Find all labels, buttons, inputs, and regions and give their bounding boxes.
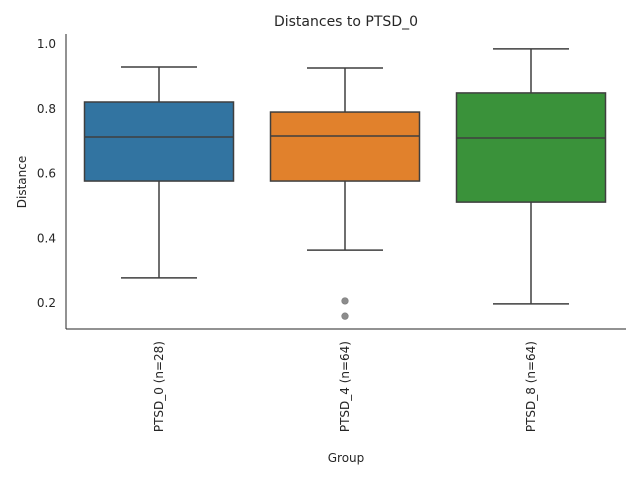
outlier-point — [341, 297, 349, 305]
y-tick-label: 0.6 — [37, 167, 56, 181]
chart-title: Distances to PTSD_0 — [274, 14, 418, 30]
plot-area — [83, 48, 607, 320]
y-tick-label: 1.0 — [37, 37, 56, 51]
y-tick-label: 0.4 — [37, 231, 56, 245]
x-tick-label: PTSD_4 (n=64) — [338, 341, 352, 432]
x-ticks: PTSD_0 (n=28) PTSD_4 (n=64) PTSD_8 (n=64) — [152, 341, 538, 432]
x-tick-label: PTSD_8 (n=64) — [524, 341, 538, 432]
box-iqr — [455, 92, 607, 203]
box-iqr — [83, 101, 235, 182]
box-group — [455, 48, 607, 305]
outlier-point — [341, 312, 349, 320]
y-ticks: 0.2 0.4 0.6 0.8 1.0 — [37, 37, 56, 310]
y-axis-label: Distance — [15, 156, 29, 208]
box-group — [83, 66, 235, 279]
y-tick-label: 0.8 — [37, 102, 56, 116]
box-group — [269, 67, 421, 320]
x-tick-label: PTSD_0 (n=28) — [152, 341, 166, 432]
y-tick-label: 0.2 — [37, 296, 56, 310]
box-iqr — [269, 111, 421, 182]
x-axis-label: Group — [328, 451, 365, 465]
